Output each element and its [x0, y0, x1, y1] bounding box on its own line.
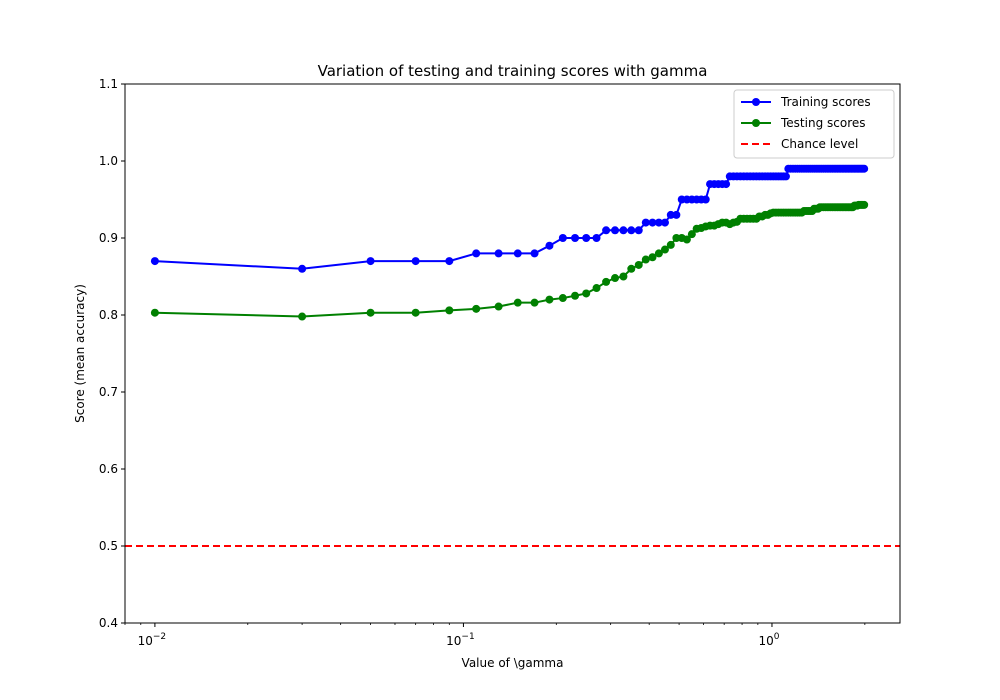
testing-scores-point: [366, 308, 375, 317]
training-scores-point: [494, 249, 503, 258]
testing-scores-point: [602, 277, 611, 286]
training-scores-point: [641, 218, 650, 227]
testing-scores-point: [634, 260, 643, 269]
y-tick-label: 1.1: [99, 77, 118, 91]
testing-scores-point: [641, 255, 650, 264]
training-scores-point: [445, 257, 454, 266]
testing-scores-point: [558, 294, 567, 303]
training-scores-point: [672, 210, 681, 219]
training-scores-point: [298, 264, 307, 273]
testing-scores-point: [654, 249, 663, 258]
testing-scores-point: [860, 200, 869, 209]
testing-scores-point: [611, 274, 620, 283]
training-scores-point: [592, 234, 601, 242]
training-scores-point: [781, 172, 790, 181]
y-tick-label: 0.5: [99, 539, 118, 553]
testing-scores-point: [411, 308, 420, 317]
testing-scores-point: [660, 245, 669, 254]
training-scores-point: [627, 226, 636, 235]
testing-scores-point: [592, 284, 601, 293]
testing-scores-point: [619, 272, 628, 281]
y-tick-label: 0.8: [99, 308, 118, 322]
training-scores-point: [366, 257, 375, 266]
training-scores-point: [513, 249, 522, 258]
y-tick-label: 1.0: [99, 154, 118, 168]
x-tick-label: 100: [758, 632, 779, 648]
plot-area: [125, 164, 900, 547]
x-tick-label: 10−1: [446, 632, 475, 648]
testing-scores-point: [513, 298, 522, 307]
training-scores-point: [722, 180, 731, 189]
training-scores-point: [545, 241, 554, 250]
legend: Training scores Testing scores Chance leve…: [733, 89, 895, 159]
training-scores-point: [558, 234, 567, 242]
testing-scores-point: [150, 308, 159, 317]
chart-title: Variation of testing and training scores…: [318, 62, 708, 80]
x-tick-label: 10−2: [138, 632, 167, 648]
testing-scores-point: [571, 291, 580, 300]
testing-scores-point: [582, 289, 591, 298]
training-scores-point: [701, 195, 710, 204]
training-scores-point: [411, 257, 420, 266]
legend-marker-testing-scores: [752, 119, 760, 127]
training-scores-point: [666, 210, 675, 219]
training-scores-point: [660, 218, 669, 227]
testing-scores-point: [445, 306, 454, 315]
legend-label-training-scores: Training scores: [780, 95, 871, 109]
training-scores-point: [571, 234, 580, 242]
training-scores-point: [472, 249, 481, 258]
testing-scores-point: [648, 253, 657, 262]
training-scores-point: [654, 218, 663, 227]
testing-scores-point: [530, 298, 539, 307]
training-scores-point: [634, 226, 643, 235]
testing-scores-point: [494, 302, 503, 311]
training-scores-point: [530, 249, 539, 258]
y-tick-label: 0.9: [99, 231, 118, 245]
training-scores-point: [648, 218, 657, 227]
y-tick-label: 0.7: [99, 385, 118, 399]
training-scores-point: [150, 257, 159, 266]
x-axis-label: Value of \gamma: [462, 656, 564, 670]
axes-frame: [124, 83, 901, 624]
training-scores-point: [611, 226, 620, 235]
training-scores-point: [582, 234, 591, 242]
legend-label-chance-level: Chance level: [781, 137, 858, 151]
training-scores-point: [619, 226, 628, 235]
legend-box: [733, 89, 895, 159]
legend-marker-training-scores: [752, 98, 760, 106]
testing-scores-point: [687, 230, 696, 239]
training-scores-point: [860, 164, 869, 173]
training-scores-point: [602, 226, 611, 235]
testing-scores-point: [627, 264, 636, 273]
y-axis: 0.4 0.5 0.6 0.7 0.8 0.9 1.0 1.1: [99, 77, 125, 630]
legend-label-testing-scores: Testing scores: [780, 116, 866, 130]
y-tick-label: 0.6: [99, 462, 118, 476]
y-axis-label: Score (mean accuracy): [73, 284, 87, 423]
x-axis: 10−2 10−1 100: [124, 623, 866, 648]
y-tick-label: 0.4: [99, 616, 118, 630]
testing-scores-point: [545, 295, 554, 304]
testing-scores-point: [666, 240, 675, 249]
testing-scores-point: [298, 312, 307, 321]
testing-scores-point: [472, 304, 481, 313]
testing-scores-point: [682, 235, 691, 244]
